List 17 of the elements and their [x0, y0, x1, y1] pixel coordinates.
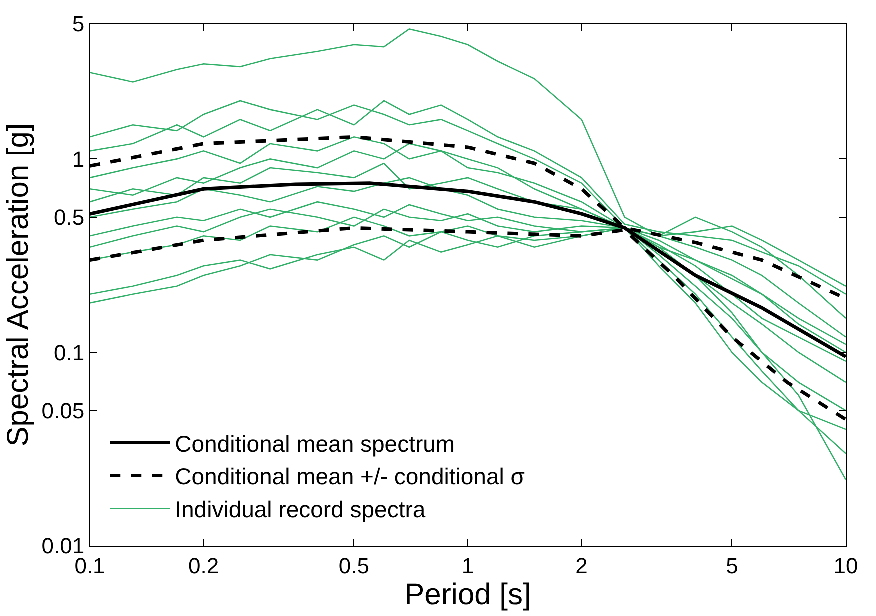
- y-tick-label: 0.5: [54, 205, 85, 230]
- x-axis-title: Period [s]: [404, 578, 532, 612]
- legend-label: Conditional mean spectrum: [175, 430, 456, 457]
- y-axis-title: Spectral Acceleration [g]: [2, 123, 35, 447]
- y-tick-label: 0.1: [54, 340, 85, 366]
- y-tick-label: 1: [72, 146, 85, 172]
- x-tick-label: 5: [726, 553, 738, 578]
- y-tick-label: 0.05: [42, 398, 85, 424]
- x-tick-label: 1: [462, 553, 474, 578]
- legend-label: Individual record spectra: [175, 496, 426, 523]
- x-tick-label: 10: [834, 553, 858, 578]
- y-tick-label: 0.01: [42, 534, 85, 559]
- x-tick-label: 0.2: [188, 553, 220, 578]
- x-tick-label: 0.5: [338, 553, 370, 578]
- legend-label: Conditional mean +/- conditional σ: [175, 464, 525, 490]
- x-tick-label: 2: [576, 553, 588, 578]
- y-tick-label: 5: [72, 12, 85, 37]
